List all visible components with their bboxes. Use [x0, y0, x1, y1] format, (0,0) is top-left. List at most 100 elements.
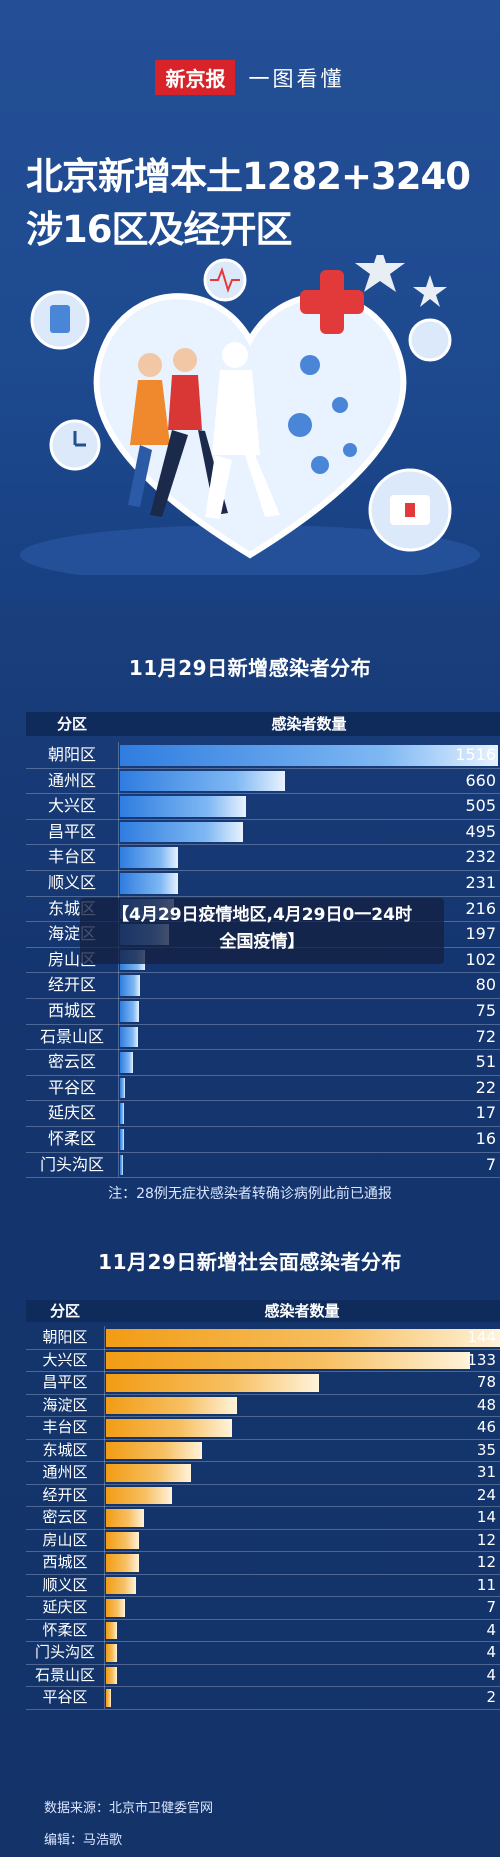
bar-value-label: 7 [486, 1598, 496, 1616]
bar [106, 1689, 112, 1707]
bar [106, 1509, 145, 1527]
bar-category-label: 顺义区 [42, 1575, 88, 1594]
bar-value-label: 1516 [455, 745, 496, 764]
bar-row: 石景山区 72 [26, 1024, 500, 1050]
bar-category-label: 经开区 [42, 1485, 88, 1504]
red-cross-icon [300, 270, 364, 334]
hero-banner: 新京报 一图看懂 北京新增本土1282+3240 涉16区及经开区 [0, 0, 500, 630]
chart-2-header: 分区 感染者数量 [26, 1300, 500, 1322]
bar [120, 847, 178, 868]
chart-1-title: 11月29日新增感染者分布 [128, 656, 372, 680]
bar [120, 821, 244, 843]
overlay-line-1: 【4月29日疫情地区,4月29日0一24时 [112, 905, 412, 925]
bar-value-label: 7 [485, 1154, 496, 1174]
bar-value-label: 35 [476, 1440, 496, 1459]
bar-category-label: 密云区 [47, 1052, 96, 1072]
row-separator [26, 767, 500, 769]
column-separator [104, 1326, 105, 1709]
row-separator [26, 1151, 500, 1153]
bar-row: 平谷区 2 [26, 1686, 500, 1709]
bar-row: 密云区 51 [26, 1049, 500, 1075]
bar [106, 1599, 126, 1617]
bar-value-label: 232 [465, 847, 496, 867]
row-separator [26, 1528, 500, 1530]
footer-source: 数据来源：北京市卫健委官网 [44, 1801, 214, 1816]
bar-value-label: 4 [486, 1643, 496, 1661]
bar-category-label: 大兴区 [42, 1350, 88, 1369]
bar-row: 门头沟区 4 [26, 1641, 500, 1664]
bar-value-label: 14 [476, 1508, 496, 1526]
bar-row: 平谷区 22 [26, 1075, 500, 1101]
row-separator [26, 1618, 500, 1620]
bar-value-label: 31 [476, 1463, 496, 1481]
bar-row: 朝阳区 1516 [26, 742, 500, 768]
bar-row: 顺义区 11 [26, 1574, 500, 1597]
bar [106, 1329, 500, 1347]
bar-value-label: 2 [486, 1688, 496, 1706]
chart-1-note: 注：28例无症状感染者转确诊病例此前已通报 [108, 1186, 392, 1202]
row-separator [26, 1483, 500, 1485]
bar [120, 1103, 125, 1124]
bar-value-label: 51 [475, 1052, 496, 1072]
bar-category-label: 丰台区 [42, 1418, 88, 1436]
bar [106, 1531, 139, 1549]
bar-category-label: 丰台区 [47, 847, 96, 867]
bar-row: 大兴区 133 [26, 1349, 500, 1372]
people-figures [128, 342, 280, 519]
bar-value-label: 144 [467, 1328, 496, 1346]
bar-value-label: 197 [465, 924, 496, 944]
bar [106, 1464, 191, 1482]
brand-logo: 新京报 [155, 60, 236, 95]
bar-value-label: 72 [475, 1026, 496, 1046]
bar-category-label: 房山区 [42, 1530, 88, 1549]
bar [120, 1154, 123, 1176]
bar-category-label: 西城区 [42, 1553, 88, 1571]
chart-1-header-category: 分区 [56, 715, 87, 733]
bar-category-label: 怀柔区 [42, 1620, 88, 1639]
syringe-icon [408, 318, 452, 362]
bar-value-label: 48 [476, 1395, 496, 1414]
bar-row: 通州区 660 [26, 768, 500, 794]
bar [120, 1001, 139, 1022]
bar-row: 延庆区 17 [26, 1100, 500, 1126]
bar-category-label: 延庆区 [42, 1598, 88, 1616]
charts-section [0, 600, 500, 1857]
row-separator [26, 998, 500, 999]
bar-category-label: 石景山区 [34, 1665, 95, 1684]
bar [120, 1026, 138, 1048]
bar-row: 密云区 14 [26, 1506, 500, 1529]
bar-category-label: 门头沟区 [39, 1154, 104, 1174]
bar-row: 海淀区 48 [26, 1394, 500, 1417]
bar-row: 西城区 12 [26, 1551, 500, 1574]
row-separator [26, 1416, 500, 1417]
bar-row: 经开区 80 [26, 972, 500, 998]
row-separator [26, 1100, 500, 1102]
bar-row: 经开区 24 [26, 1484, 500, 1507]
bar [106, 1351, 470, 1369]
row-separator [26, 793, 500, 795]
bar-value-label: 24 [476, 1485, 496, 1504]
bar-row: 通州区 31 [26, 1461, 500, 1484]
row-separator [26, 1177, 500, 1179]
bar-row: 西城区 75 [26, 998, 500, 1024]
bar [106, 1666, 117, 1684]
row-separator [26, 1708, 500, 1710]
brand-subtitle: 一图看懂 [248, 66, 345, 91]
bar [106, 1374, 320, 1392]
bar-value-label: 12 [476, 1530, 496, 1549]
bar [106, 1441, 202, 1459]
bar-row: 丰台区 46 [26, 1416, 500, 1439]
bar-row: 东城区 35 [26, 1439, 500, 1462]
bar-category-label: 大兴区 [47, 796, 96, 816]
row-separator [26, 844, 500, 846]
row-separator [26, 1663, 500, 1665]
bar-row: 顺义区 231 [26, 870, 500, 896]
bar-category-label: 通州区 [47, 770, 96, 790]
chart-2-header-value: 感染者数量 [264, 1302, 340, 1320]
bar-category-label: 西城区 [47, 1001, 96, 1020]
bar [106, 1419, 232, 1437]
bar-category-label: 延庆区 [47, 1103, 96, 1123]
row-separator [26, 1348, 500, 1350]
bar-value-label: 46 [476, 1418, 496, 1436]
bar-category-label: 顺义区 [47, 873, 96, 892]
